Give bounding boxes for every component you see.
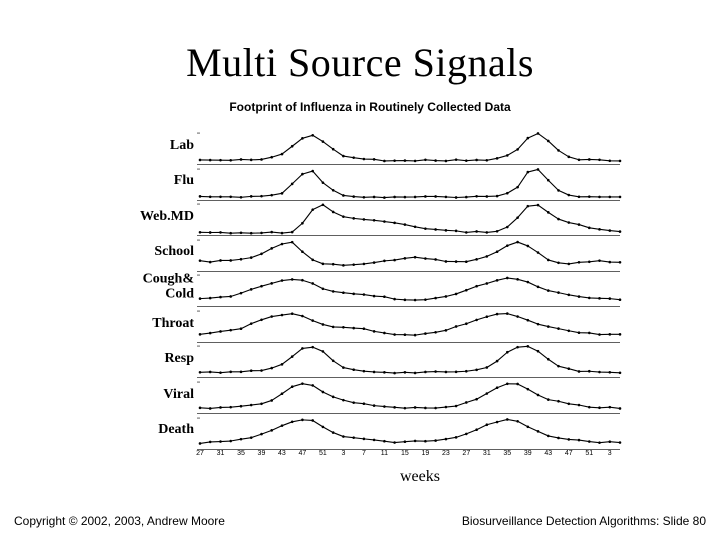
x-tick: 15 bbox=[401, 450, 409, 457]
x-tick: 31 bbox=[483, 450, 491, 457]
chart-panel: Death bbox=[200, 415, 620, 451]
chart-panel: Lab bbox=[200, 130, 620, 166]
x-tick: 47 bbox=[565, 450, 573, 457]
x-axis-label: weeks bbox=[120, 468, 720, 486]
x-tick: 35 bbox=[503, 450, 511, 457]
panel-label: Lab bbox=[112, 139, 200, 154]
x-tick: 35 bbox=[237, 450, 245, 457]
x-tick: 51 bbox=[585, 450, 593, 457]
x-tick: 19 bbox=[421, 450, 429, 457]
panel-label: Flu bbox=[112, 175, 200, 190]
x-tick: 7 bbox=[362, 450, 366, 457]
panel-label: Cough&Cold bbox=[112, 272, 200, 301]
chart-panel: Flu bbox=[200, 166, 620, 202]
page-title: Multi Source Signals bbox=[0, 39, 720, 86]
x-tick: 43 bbox=[544, 450, 552, 457]
chart-panels: LabFluWeb.MDSchoolCough&ColdThroatRespVi… bbox=[200, 130, 620, 450]
chart-panel: Web.MD bbox=[200, 201, 620, 237]
x-tick: 11 bbox=[381, 450, 388, 457]
panel-label: Viral bbox=[112, 388, 200, 403]
chart-area: Footprint of Influenza in Routinely Coll… bbox=[120, 100, 620, 480]
x-tick: 3 bbox=[341, 450, 345, 457]
x-tick: 43 bbox=[278, 450, 286, 457]
panel-label: School bbox=[112, 246, 200, 261]
footer-slide-number: Biosurveillance Detection Algorithms: Sl… bbox=[462, 514, 706, 528]
x-tick: 51 bbox=[319, 450, 327, 457]
chart-panel: Cough&Cold bbox=[200, 272, 620, 308]
chart-panel: School bbox=[200, 237, 620, 273]
chart-title: Footprint of Influenza in Routinely Coll… bbox=[120, 100, 620, 114]
x-tick: 39 bbox=[524, 450, 532, 457]
panel-label: Resp bbox=[112, 352, 200, 367]
x-tick: 39 bbox=[258, 450, 266, 457]
x-axis-ticks: 273135394347513711151923273135394347513 bbox=[200, 450, 620, 464]
panel-label: Throat bbox=[112, 317, 200, 332]
footer-copyright: Copyright © 2002, 2003, Andrew Moore bbox=[14, 514, 225, 528]
chart-panel: Viral bbox=[200, 379, 620, 415]
chart-panel: Throat bbox=[200, 308, 620, 344]
x-tick: 47 bbox=[299, 450, 307, 457]
chart-panel: Resp bbox=[200, 343, 620, 379]
x-tick: 3 bbox=[608, 450, 612, 457]
panel-label: Web.MD bbox=[112, 210, 200, 225]
x-tick: 23 bbox=[442, 450, 450, 457]
panel-label: Death bbox=[112, 423, 200, 438]
x-tick: 31 bbox=[217, 450, 225, 457]
x-tick: 27 bbox=[462, 450, 470, 457]
x-tick: 27 bbox=[196, 450, 204, 457]
